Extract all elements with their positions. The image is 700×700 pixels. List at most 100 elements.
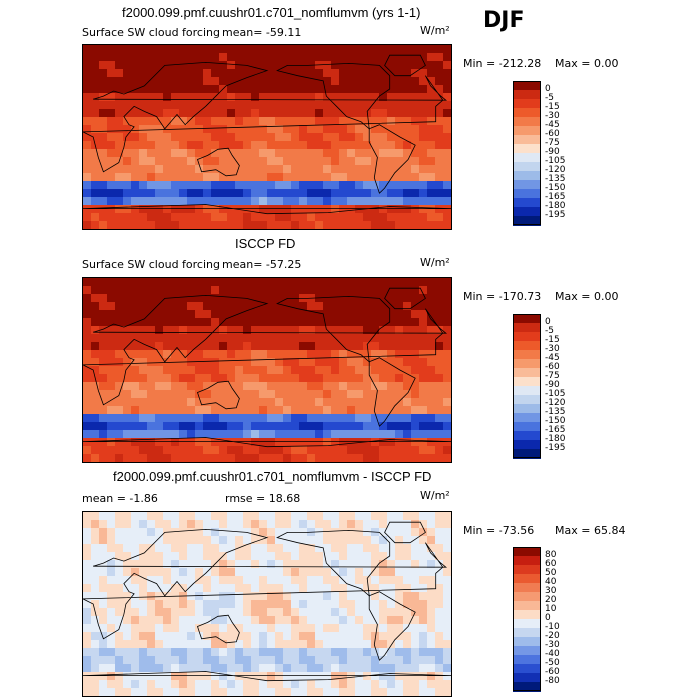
map-cell — [187, 600, 196, 609]
map-cell — [155, 414, 164, 423]
map-cell — [331, 358, 340, 367]
map-cell — [155, 632, 164, 641]
map-cell — [131, 117, 140, 126]
panel3-min: Min = -73.56 — [463, 524, 535, 537]
map-cell — [371, 414, 380, 423]
map-cell — [371, 197, 380, 206]
map-cell — [195, 430, 204, 439]
map-cell — [427, 640, 436, 649]
map-cell — [435, 520, 444, 529]
map-cell — [363, 584, 372, 593]
map-cell — [139, 406, 148, 415]
map-cell — [307, 568, 316, 577]
map-cell — [115, 61, 124, 70]
map-cell — [427, 141, 436, 150]
map-cell — [403, 93, 412, 102]
map-cell — [227, 197, 236, 206]
map-cell — [91, 680, 100, 689]
map-cell — [323, 390, 332, 399]
map-cell — [155, 310, 164, 319]
map-cell — [227, 205, 236, 214]
map-cell — [251, 109, 260, 118]
map-cell — [227, 454, 236, 462]
map-cell — [139, 536, 148, 545]
colorbar-swatch — [513, 314, 541, 324]
map-cell — [339, 141, 348, 150]
map-cell — [107, 656, 116, 665]
map-cell — [331, 197, 340, 206]
map-cell — [299, 664, 308, 673]
map-cell — [355, 600, 364, 609]
map-cell — [83, 366, 92, 375]
map-cell — [371, 430, 380, 439]
map-cell — [291, 101, 300, 110]
map-cell — [379, 414, 388, 423]
map-cell — [83, 536, 92, 545]
map-cell — [251, 334, 260, 343]
map-cell — [299, 608, 308, 617]
map-cell — [123, 101, 132, 110]
map-cell — [275, 85, 284, 94]
map-cell — [275, 149, 284, 158]
map-cell — [147, 181, 156, 190]
map-cell — [235, 165, 244, 174]
map-cell — [203, 278, 212, 287]
map-cell — [115, 608, 124, 617]
map-cell — [203, 656, 212, 665]
map-cell — [91, 149, 100, 158]
colorbar-level-label: -120 — [545, 398, 566, 408]
map-cell — [379, 45, 388, 54]
map-cell — [419, 61, 428, 70]
map-cell — [107, 624, 116, 633]
map-cell — [203, 213, 212, 222]
map-cell — [331, 294, 340, 303]
map-cell — [347, 544, 356, 553]
map-cell — [283, 93, 292, 102]
map-cell — [131, 584, 140, 593]
map-cell — [243, 672, 252, 681]
map-cell — [443, 584, 451, 593]
map-cell — [139, 528, 148, 537]
map-cell — [91, 318, 100, 327]
map-cell — [339, 69, 348, 78]
map-cell — [275, 584, 284, 593]
map-cell — [195, 454, 204, 462]
map-cell — [131, 213, 140, 222]
map-cell — [323, 101, 332, 110]
map-cell — [115, 446, 124, 455]
map-cell — [403, 125, 412, 134]
map-cell — [363, 616, 372, 625]
map-cell — [427, 149, 436, 158]
map-cell — [411, 366, 420, 375]
map-cell — [347, 326, 356, 335]
map-cell — [379, 680, 388, 689]
map-cell — [379, 374, 388, 383]
map-cell — [275, 350, 284, 359]
map-cell — [251, 584, 260, 593]
map-cell — [347, 624, 356, 633]
map-cell — [283, 446, 292, 455]
map-cell — [315, 680, 324, 689]
map-cell — [371, 520, 380, 529]
map-cell — [243, 600, 252, 609]
map-cell — [227, 189, 236, 198]
map-cell — [363, 664, 372, 673]
map-cell — [259, 109, 268, 118]
map-cell — [115, 688, 124, 696]
colorbar-swatch — [513, 323, 541, 333]
map-cell — [83, 93, 92, 102]
map-cell — [91, 189, 100, 198]
map-cell — [339, 616, 348, 625]
map-cell — [339, 181, 348, 190]
map-cell — [115, 101, 124, 110]
map-cell — [435, 608, 444, 617]
map-cell — [427, 310, 436, 319]
map-cell — [235, 568, 244, 577]
map-cell — [259, 552, 268, 561]
colorbar-swatch — [513, 610, 541, 620]
map-cell — [235, 632, 244, 641]
map-cell — [219, 454, 228, 462]
map-cell — [323, 688, 332, 696]
map-cell — [275, 358, 284, 367]
map-cell — [355, 624, 364, 633]
